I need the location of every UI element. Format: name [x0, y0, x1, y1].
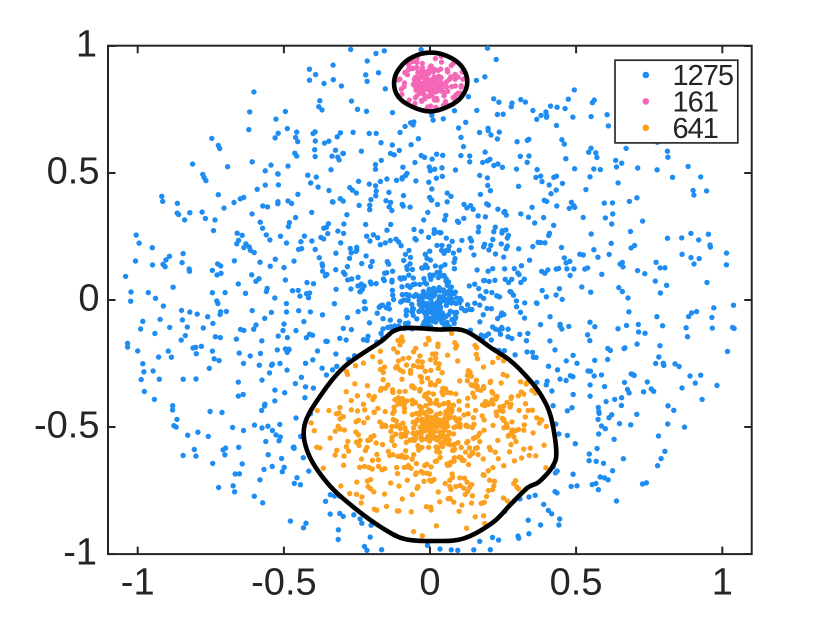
svg-text:-0.5: -0.5 [251, 562, 316, 604]
svg-text:0: 0 [78, 278, 99, 320]
svg-text:0.5: 0.5 [47, 151, 100, 193]
svg-text:161: 161 [673, 86, 718, 118]
svg-text:0: 0 [419, 562, 440, 604]
svg-text:1: 1 [712, 562, 733, 604]
svg-text:-1: -1 [63, 532, 97, 574]
svg-text:-1: -1 [121, 562, 155, 604]
svg-text:1: 1 [76, 24, 97, 66]
svg-text:0.5: 0.5 [550, 562, 603, 604]
svg-text:-0.5: -0.5 [34, 405, 99, 447]
svg-text:1275: 1275 [673, 60, 734, 92]
svg-text:641: 641 [673, 113, 718, 145]
